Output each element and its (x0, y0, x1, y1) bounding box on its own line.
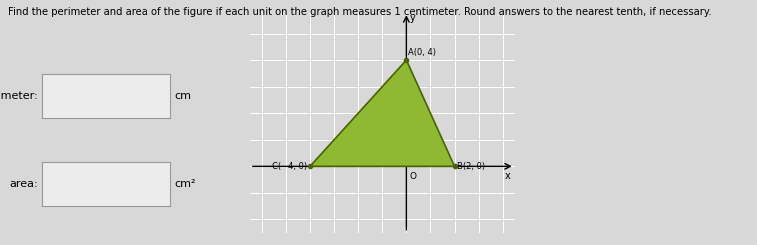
Text: Find the perimeter and area of the figure if each unit on the graph measures 1 c: Find the perimeter and area of the figur… (8, 7, 711, 17)
Text: O: O (410, 172, 416, 181)
Text: area:: area: (9, 179, 38, 189)
Text: B(2, 0): B(2, 0) (457, 162, 485, 171)
Text: perimeter:: perimeter: (0, 91, 38, 100)
Text: y: y (410, 12, 416, 23)
Text: x: x (505, 171, 510, 181)
Text: C(−4, 0): C(−4, 0) (273, 162, 307, 171)
Text: cm: cm (174, 91, 191, 100)
Text: A(0, 4): A(0, 4) (407, 49, 435, 57)
Polygon shape (310, 60, 454, 166)
Text: cm²: cm² (174, 179, 195, 189)
